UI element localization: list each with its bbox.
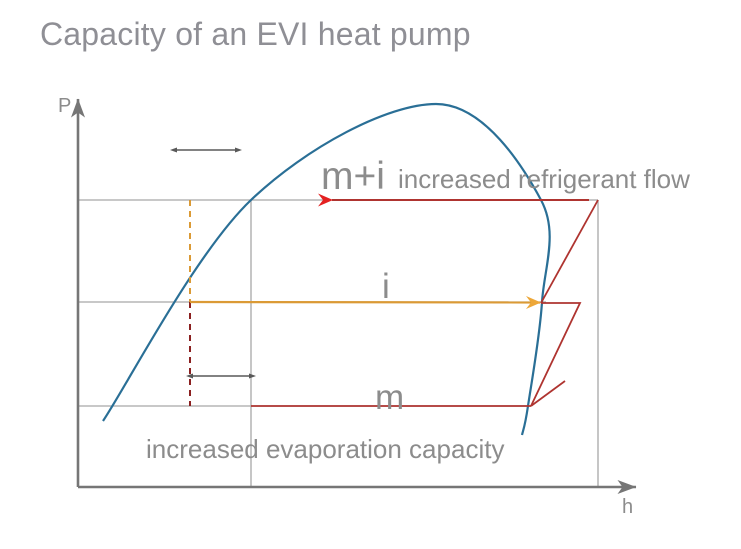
svg-text:m+i: m+i (321, 155, 385, 198)
svg-text:m: m (375, 378, 404, 417)
svg-text:h: h (622, 496, 633, 518)
svg-text:P: P (58, 95, 71, 117)
svg-text:i: i (382, 267, 390, 306)
svg-text:increased refrigerant flow: increased refrigerant flow (398, 164, 690, 194)
svg-text:increased evaporation capacity: increased evaporation capacity (146, 434, 504, 464)
